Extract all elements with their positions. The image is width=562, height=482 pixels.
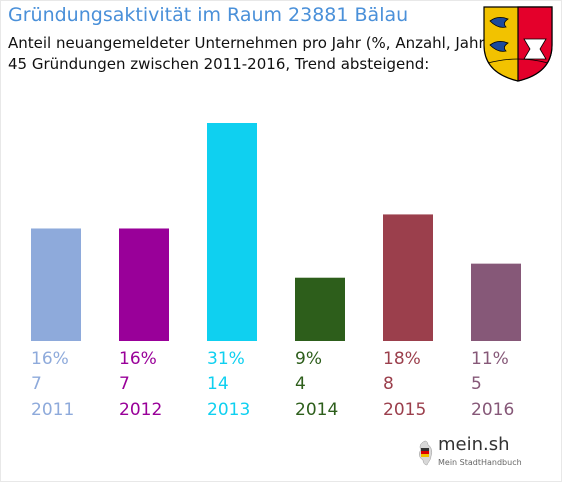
count-label-2013: 14	[207, 374, 229, 394]
mein-sh-logo: mein.sh Mein StadtHandbuch	[416, 434, 536, 474]
bar-2011	[31, 228, 81, 341]
chart-title: Gründungsaktivität im Raum 23881 Bälau	[8, 4, 409, 26]
count-label-2015: 8	[383, 374, 394, 394]
bar-2016	[471, 263, 521, 341]
logo-mark-icon	[419, 440, 433, 466]
percent-label-2015: 18%	[383, 349, 421, 369]
percent-label-2013: 31%	[207, 349, 245, 369]
percent-label-2012: 16%	[119, 349, 157, 369]
percent-label-2014: 9%	[295, 349, 322, 369]
year-label-2014: 2014	[295, 400, 338, 420]
count-label-2016: 5	[471, 374, 482, 394]
chart-subtitle-line2: 45 Gründungen zwischen 2011-2016, Trend …	[8, 55, 430, 73]
count-label-2011: 7	[31, 374, 42, 394]
bar-2012	[119, 228, 169, 341]
year-label-2011: 2011	[31, 400, 74, 420]
schleswig-holstein-coat-of-arms-icon	[483, 6, 553, 82]
year-label-2013: 2013	[207, 400, 250, 420]
count-label-2012: 7	[119, 374, 130, 394]
count-label-2014: 4	[295, 374, 306, 394]
percent-label-2011: 16%	[31, 349, 69, 369]
logo-name: mein.sh	[438, 434, 510, 455]
chart-subtitle-line1: Anteil neuangemeldeter Unternehmen pro J…	[8, 34, 491, 52]
year-label-2016: 2016	[471, 400, 514, 420]
logo-tagline: Mein StadtHandbuch	[438, 458, 522, 467]
bar-2014	[295, 277, 345, 341]
bar-2013	[207, 123, 257, 341]
year-label-2015: 2015	[383, 400, 426, 420]
percent-label-2016: 11%	[471, 349, 509, 369]
year-label-2012: 2012	[119, 400, 162, 420]
bar-2015	[383, 214, 433, 341]
